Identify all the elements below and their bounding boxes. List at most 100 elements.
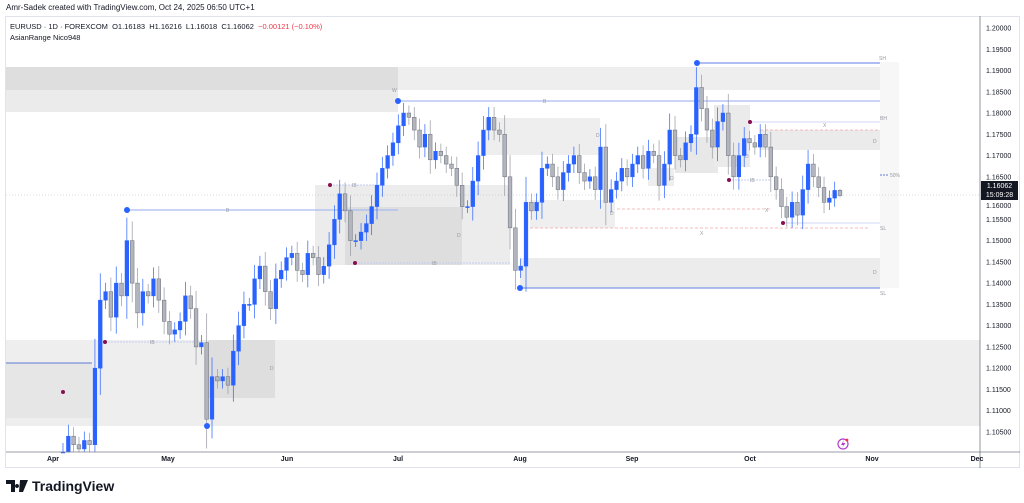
candle — [199, 334, 204, 355]
candle — [76, 437, 82, 452]
candle-body — [837, 190, 843, 196]
candle — [374, 172, 380, 220]
candle-body — [241, 304, 247, 326]
candle-body — [454, 168, 459, 186]
swing-high-dot — [124, 207, 130, 213]
pivot-dot — [748, 120, 752, 124]
candle — [529, 193, 534, 220]
candle — [816, 167, 821, 198]
candle-body — [92, 367, 98, 445]
candle — [619, 158, 624, 192]
candle-body — [183, 295, 188, 322]
candle — [364, 214, 369, 242]
candle-body — [491, 117, 497, 131]
candle-body — [236, 325, 241, 352]
candle-body — [316, 257, 321, 275]
ohlc-low: L1.16018 — [185, 22, 218, 31]
candle-body — [130, 240, 135, 284]
candle — [396, 114, 401, 155]
candle — [688, 125, 694, 152]
candle — [731, 142, 736, 190]
tradingview-logo[interactable]: TradingView — [6, 478, 114, 494]
chart-legend: EURUSD · 1D · FOREXCOM O1.16183 H1.16216… — [10, 21, 322, 43]
candle — [257, 255, 263, 290]
candle — [742, 127, 747, 168]
candle-body — [438, 151, 443, 156]
candle — [380, 156, 385, 197]
candle-body — [694, 87, 699, 135]
price-tick: 1.11500 — [986, 387, 1011, 394]
candle — [353, 234, 358, 247]
candle — [651, 143, 656, 164]
candle-body — [220, 376, 225, 382]
candle — [167, 311, 172, 345]
candle-body — [396, 125, 401, 144]
candle — [827, 190, 832, 210]
candle — [369, 195, 374, 236]
zone — [530, 200, 615, 228]
symbol-info[interactable]: EURUSD · 1D · FOREXCOM — [10, 22, 108, 31]
candle — [401, 102, 406, 137]
candle-body — [193, 308, 199, 348]
price-tick: 1.14000 — [986, 281, 1011, 288]
candle — [726, 93, 731, 175]
alert-icon[interactable] — [837, 438, 849, 450]
candle-body — [114, 282, 119, 318]
candle-body — [66, 435, 71, 453]
candle-body — [609, 189, 614, 203]
candle-body — [550, 163, 555, 178]
candle-body — [672, 129, 678, 156]
price-tick: 1.12500 — [986, 344, 1011, 351]
label-ib: IB — [432, 261, 437, 267]
price-chart[interactable]: SH BH SL SL 50% D D D D D D D D X X X W … — [0, 0, 1024, 470]
candle-body — [204, 342, 209, 420]
indicator-label[interactable]: AsianRange Nico948 — [10, 33, 81, 42]
candle-body — [332, 219, 337, 246]
candle — [534, 193, 539, 220]
candle — [593, 166, 598, 200]
candle — [715, 107, 720, 162]
price-axis[interactable]: 1.20000 1.19500 1.19000 1.18500 1.18000 1.175… — [986, 26, 1011, 437]
candle — [577, 144, 582, 185]
candle — [784, 197, 789, 227]
candle-body — [534, 202, 539, 212]
candle — [704, 96, 710, 143]
candle — [284, 247, 289, 281]
pivot-dot — [727, 178, 731, 182]
candle-body — [273, 278, 278, 309]
candle — [98, 273, 103, 395]
candle — [332, 205, 337, 259]
candle-body — [156, 278, 161, 301]
chart-credit: Amr-Sadek created with TradingView.com, … — [6, 3, 255, 12]
ohlc-open: O1.16183 — [112, 22, 146, 31]
candle — [561, 161, 566, 202]
candle — [172, 322, 177, 342]
candle — [481, 116, 486, 170]
swing-high-dot — [694, 60, 700, 66]
time-tick: Nov — [865, 456, 879, 463]
swing-high-dot — [395, 98, 401, 104]
candle-body — [82, 440, 87, 450]
candle — [789, 191, 795, 229]
candle-body — [752, 142, 757, 148]
candle-body — [231, 350, 236, 386]
candle-body — [566, 163, 571, 173]
candle — [433, 142, 438, 169]
candle-body — [364, 223, 369, 233]
label-w: W — [392, 88, 397, 94]
candle-body — [295, 253, 300, 271]
candle — [694, 67, 699, 155]
candle-body — [188, 295, 193, 309]
candle — [428, 120, 433, 174]
candle — [130, 221, 135, 303]
candle — [582, 163, 587, 191]
candle — [231, 334, 236, 402]
price-tick: 1.11000 — [986, 408, 1011, 415]
candle-body — [513, 227, 518, 271]
candle-body — [502, 134, 507, 178]
ohlc-high: H1.16216 — [149, 22, 182, 31]
candle-body — [800, 189, 805, 216]
last-price-value: 1.16062 — [986, 182, 1013, 190]
candle-body — [635, 155, 640, 165]
candle — [135, 267, 140, 329]
